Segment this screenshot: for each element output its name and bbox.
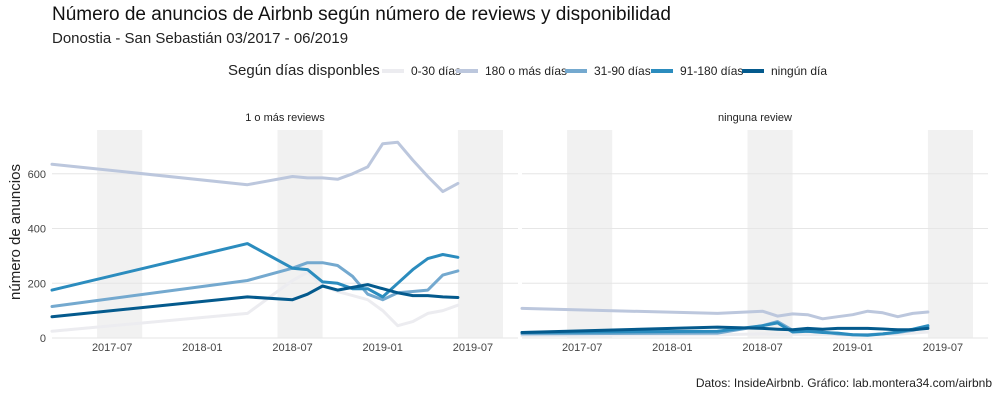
legend-swatch-91-180	[651, 69, 673, 73]
series-line-180-o-más-días	[50, 140, 460, 194]
x-tick-label: 2017-07	[562, 342, 602, 354]
series-line-180-o-más-días	[520, 306, 930, 321]
legend-item-ningun-dia: ningún día	[742, 64, 827, 78]
legend-swatch-0-30	[382, 69, 404, 73]
legend-label-ningun-dia: ningún día	[771, 64, 828, 78]
y-tick-label: 600	[28, 169, 46, 181]
legend-item-31-90: 31-90 días	[565, 64, 651, 78]
x-tick-label: 2019-01	[363, 342, 403, 354]
x-tick-label: 2019-07	[923, 342, 963, 354]
legend-swatch-ningun-dia	[742, 69, 764, 73]
legend-label-180-mas: 180 o más días	[485, 64, 568, 78]
shaded-period	[277, 130, 323, 338]
series-line-0-30-días	[50, 270, 460, 333]
x-tick-label: 2018-01	[652, 342, 692, 354]
series-line-ningún-día	[520, 325, 930, 334]
shaded-period	[927, 130, 973, 338]
y-tick-label: 0	[40, 333, 46, 345]
shaded-period	[97, 130, 143, 338]
y-axis-label: número de anuncios	[7, 164, 24, 300]
x-tick-label: 2019-07	[453, 342, 493, 354]
x-tick-label: 2017-07	[92, 342, 132, 354]
x-tick-label: 2019-01	[833, 342, 873, 354]
x-tick-label: 2018-07	[742, 342, 782, 354]
shaded-period	[747, 130, 793, 338]
facet-title: ninguna review	[718, 112, 792, 124]
shaded-period	[567, 130, 613, 338]
legend-title: Según días disponbles	[228, 62, 380, 79]
legend-label-91-180: 91-180 días	[680, 64, 744, 78]
series-line-0-30-días	[520, 330, 930, 338]
series-line-91-180-días	[50, 242, 460, 299]
legend-item-180-mas: 180 o más días	[456, 64, 567, 78]
shaded-period	[457, 130, 503, 338]
chart-caption: Datos: InsideAirbnb. Gráfico: lab.monter…	[695, 376, 992, 390]
chart-title: Número de anuncios de Airbnb según númer…	[52, 4, 671, 25]
facet-title: 1 o más reviews	[245, 112, 325, 124]
y-tick-label: 400	[28, 224, 46, 236]
legend: Según días disponbles 0-30 días 180 o má…	[0, 62, 1000, 84]
legend-label-31-90: 31-90 días	[594, 64, 651, 78]
x-tick-label: 2018-07	[272, 342, 312, 354]
legend-label-0-30: 0-30 días	[411, 64, 462, 78]
y-tick-label: 200	[28, 278, 46, 290]
chart-subtitle: Donostia - San Sebastián 03/2017 - 06/20…	[52, 30, 349, 47]
series-line-91-180-días	[520, 321, 930, 337]
x-tick-label: 2018-01	[182, 342, 222, 354]
legend-item-0-30: 0-30 días	[382, 64, 461, 78]
legend-swatch-31-90	[565, 69, 587, 73]
legend-swatch-180-mas	[456, 69, 478, 73]
series-line-ningún-día	[50, 283, 460, 319]
legend-item-91-180: 91-180 días	[651, 64, 743, 78]
